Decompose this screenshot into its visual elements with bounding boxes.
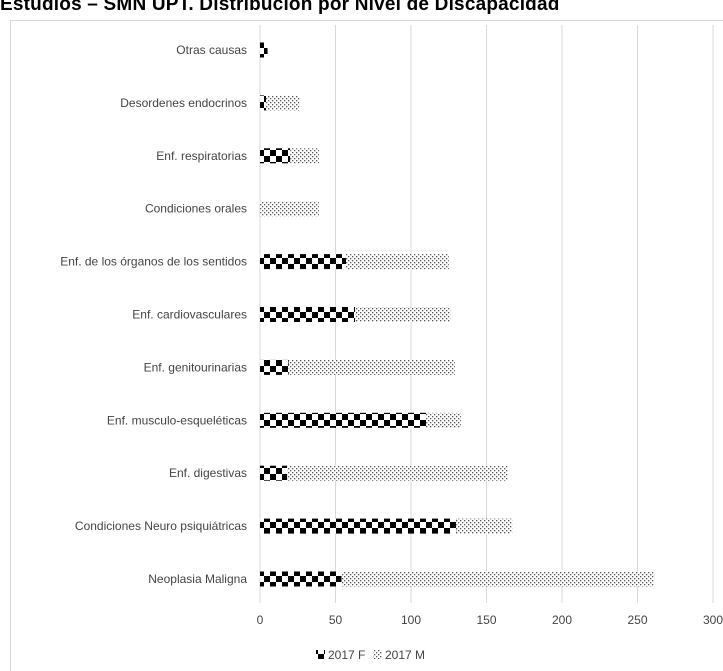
bars [260, 42, 655, 587]
bar-2017-m [346, 254, 449, 270]
category-label: Enf. musculo-esqueléticas [107, 413, 247, 427]
gridlines [259, 25, 714, 603]
legend-label-m: 2017 M [385, 648, 425, 662]
category-label: Otras causas [176, 43, 247, 57]
category-label: Enf. genitourinarias [144, 360, 247, 374]
bar-2017-f [260, 95, 267, 111]
bar-2017-m [341, 571, 655, 587]
chart-title: Estudios – SMN UPT. Distribución por Niv… [0, 0, 560, 14]
chart-border [10, 20, 723, 671]
legend-label-f: 2017 F [328, 648, 365, 662]
x-tick-label: 100 [401, 613, 421, 627]
x-axis-ticks: 0 50 100 150 200 250 300 [257, 613, 723, 627]
bar-2017-f [260, 359, 289, 375]
x-tick-label: 200 [552, 613, 572, 627]
bar-2017-f [260, 412, 427, 428]
category-label: Enf. cardiovasculares [132, 308, 247, 322]
bar-2017-f [260, 254, 347, 270]
legend: 2017 F 2017 M [316, 648, 425, 662]
legend-swatch-m [373, 650, 382, 659]
bar-2017-m [260, 201, 319, 217]
category-labels: Otras causas Desordenes endocrinos Enf. re… [60, 43, 247, 586]
category-label: Enf. digestivas [169, 466, 247, 480]
x-tick-label: 0 [257, 613, 264, 627]
bar-2017-m [456, 518, 513, 534]
bar-2017-f [260, 465, 288, 481]
bar-2017-m [290, 148, 319, 164]
bar-2017-f [260, 571, 342, 587]
x-tick-label: 250 [627, 613, 647, 627]
x-tick-label: 50 [329, 613, 343, 627]
bar-2017-f [260, 307, 356, 322]
bar-2017-m [355, 307, 451, 322]
category-label: Condiciones Neuro psiquiátricas [75, 519, 247, 533]
category-label: Enf. de los órganos de los sentidos [60, 255, 247, 269]
x-tick-label: 150 [476, 613, 496, 627]
bar-2017-m [266, 95, 300, 111]
category-label: Condiciones orales [145, 202, 247, 216]
category-label: Neoplasia Maligna [148, 572, 247, 586]
legend-swatch-f [316, 650, 325, 659]
bar-2017-m [287, 465, 508, 481]
bar-2017-m [426, 412, 461, 428]
bar-2017-f [260, 518, 457, 534]
category-label: Enf. respiratorias [156, 149, 247, 163]
bar-2017-f [260, 148, 291, 164]
bar-2017-m [288, 359, 455, 375]
category-label: Desordenes endocrinos [120, 96, 247, 110]
x-tick-label: 300 [703, 613, 723, 627]
bar-2017-f [260, 42, 268, 58]
